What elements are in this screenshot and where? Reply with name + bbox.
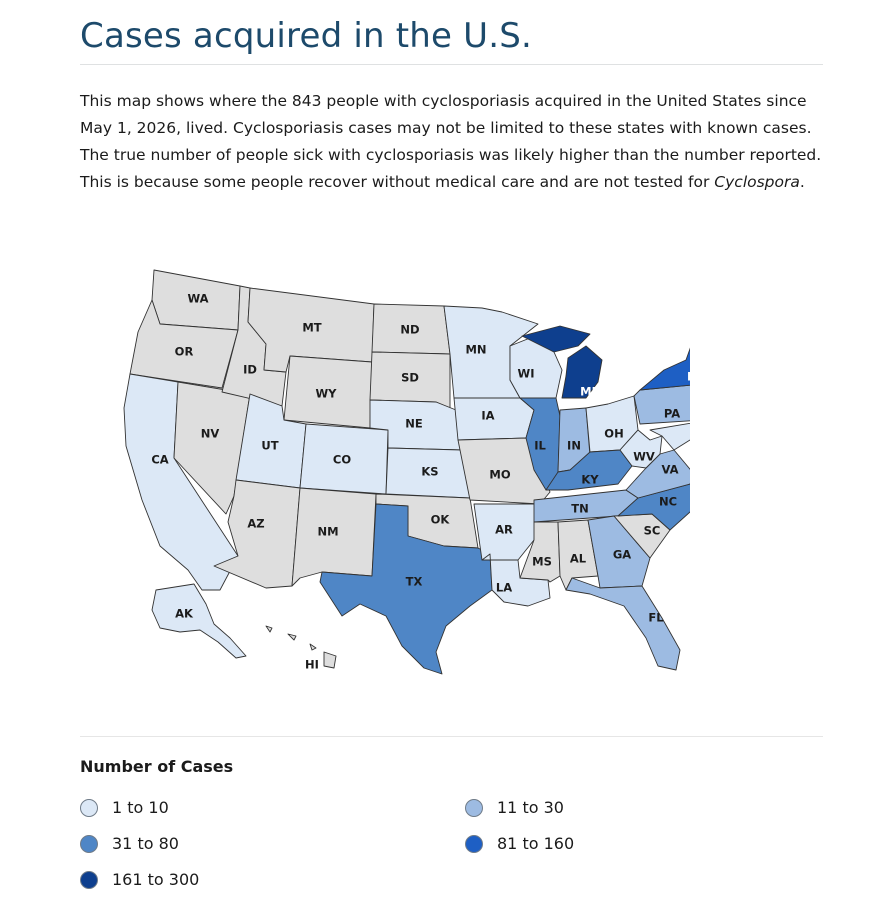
label-NE: NE xyxy=(405,417,423,431)
state-LA[interactable] xyxy=(481,553,551,607)
label-OH: OH xyxy=(604,427,623,441)
label-IL: IL xyxy=(534,439,546,453)
label-FL: FL xyxy=(648,611,664,625)
label-SD: SD xyxy=(401,371,419,385)
legend-item-81-to-160: 81 to 160 xyxy=(465,834,574,853)
label-CA: CA xyxy=(151,453,168,467)
intro-text: This map shows where the 843 people with… xyxy=(80,92,822,191)
label-MN: MN xyxy=(465,343,486,357)
label-IN: IN xyxy=(567,439,581,453)
label-TN: TN xyxy=(571,502,588,516)
label-LA: LA xyxy=(496,581,512,595)
state-TX[interactable] xyxy=(319,503,493,675)
state-OR[interactable] xyxy=(129,299,239,389)
label-AL: AL xyxy=(570,552,587,566)
label-ID: ID xyxy=(243,363,257,377)
title-divider xyxy=(80,64,823,65)
state-FL[interactable] xyxy=(565,577,681,671)
label-PA: PA xyxy=(664,407,680,421)
label-NY: NY xyxy=(687,370,690,384)
legend-divider xyxy=(80,736,823,737)
label-WI: WI xyxy=(518,367,535,381)
label-OR: OR xyxy=(175,345,194,359)
state-HI[interactable] xyxy=(265,625,337,669)
label-AZ: AZ xyxy=(247,517,264,531)
legend-swatch xyxy=(465,834,483,853)
label-SC: SC xyxy=(644,524,661,538)
legend-label: 11 to 30 xyxy=(497,798,564,817)
legend-item-161-to-300: 161 to 300 xyxy=(80,870,199,889)
label-GA: GA xyxy=(613,548,631,562)
label-MS: MS xyxy=(532,555,552,569)
legend-swatch xyxy=(80,798,98,817)
label-IA: IA xyxy=(481,409,494,423)
label-AK: AK xyxy=(175,607,194,621)
label-NM: NM xyxy=(317,525,338,539)
legend-swatch xyxy=(80,870,98,889)
state-NY[interactable] xyxy=(639,330,690,394)
label-KY: KY xyxy=(581,473,599,487)
state-MD[interactable] xyxy=(649,422,690,451)
label-ND: ND xyxy=(400,323,419,337)
label-MI: MI xyxy=(580,385,596,399)
intro-organism-name: Cyclospora xyxy=(714,173,800,191)
label-MT: MT xyxy=(302,321,321,335)
intro-paragraph: This map shows where the 843 people with… xyxy=(80,88,825,196)
legend-swatch xyxy=(80,834,98,853)
legend-item-1-to-10: 1 to 10 xyxy=(80,798,169,817)
label-HI: HI xyxy=(305,658,319,672)
state-AR[interactable] xyxy=(473,503,541,561)
state-WV[interactable] xyxy=(619,429,663,469)
legend-item-31-to-80: 31 to 80 xyxy=(80,834,179,853)
us-case-map: WA OR CA NV ID MT WY UT AZ CO NM ND SD N… xyxy=(123,269,690,675)
label-NV: NV xyxy=(201,427,220,441)
label-VA: VA xyxy=(661,463,678,477)
legend-swatch xyxy=(465,798,483,817)
label-KS: KS xyxy=(421,465,438,479)
legend-label: 1 to 10 xyxy=(112,798,169,817)
label-WY: WY xyxy=(315,387,337,401)
label-MO: MO xyxy=(489,468,510,482)
label-CO: CO xyxy=(333,453,351,467)
page-title: Cases acquired in the U.S. xyxy=(80,16,533,56)
label-UT: UT xyxy=(261,439,278,453)
legend-label: 161 to 300 xyxy=(112,870,200,889)
intro-text-end: . xyxy=(799,173,805,191)
label-NC: NC xyxy=(659,495,677,509)
label-WV: WV xyxy=(633,450,655,464)
state-MI[interactable] xyxy=(521,325,603,399)
state-AK[interactable] xyxy=(151,583,247,659)
label-WA: WA xyxy=(187,292,208,306)
legend-label: 81 to 160 xyxy=(497,834,575,853)
legend-item-11-to-30: 11 to 30 xyxy=(465,798,564,817)
label-OK: OK xyxy=(431,513,451,527)
legend-label: 31 to 80 xyxy=(112,834,179,853)
label-AR: AR xyxy=(495,523,513,537)
label-TX: TX xyxy=(406,575,423,589)
legend-title: Number of Cases xyxy=(80,757,234,776)
